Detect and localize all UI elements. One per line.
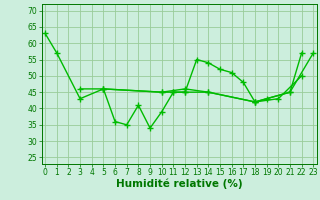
X-axis label: Humidité relative (%): Humidité relative (%): [116, 179, 243, 189]
